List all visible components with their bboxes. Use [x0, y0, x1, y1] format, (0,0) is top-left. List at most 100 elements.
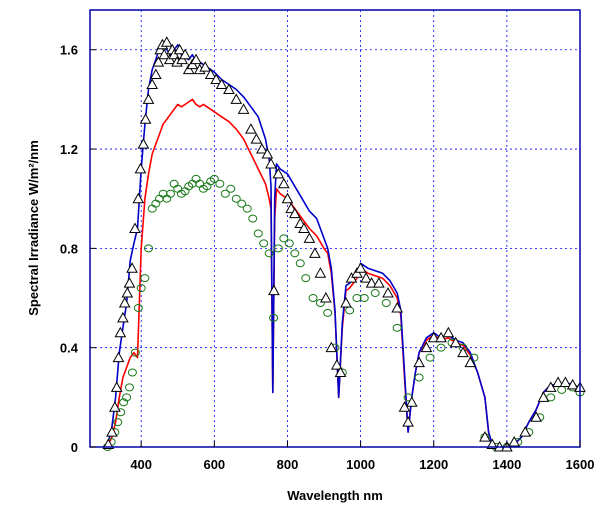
triangle-point — [230, 93, 243, 104]
circle-point — [295, 259, 305, 268]
circle-point — [151, 199, 161, 208]
series-line-red — [104, 98, 581, 448]
triangle-point — [123, 277, 136, 288]
circle-point — [242, 204, 252, 213]
triangle-point — [281, 192, 294, 204]
circle-point — [215, 179, 225, 188]
triangle-point — [413, 356, 425, 368]
triangle-point — [139, 113, 152, 124]
circle-point — [269, 313, 279, 322]
y-tick-label: 1.2 — [60, 142, 78, 157]
x-tick-label: 400 — [130, 457, 152, 472]
triangle-point — [137, 138, 150, 149]
circle-point — [130, 348, 140, 357]
y-tick-label: 1.6 — [60, 43, 78, 58]
circle-point — [127, 368, 137, 377]
triangle-point — [391, 301, 404, 313]
triangle-point — [559, 376, 572, 387]
triangle-point — [566, 378, 579, 390]
triangle-point — [272, 167, 285, 179]
circle-point — [136, 284, 146, 293]
triangle-point — [223, 83, 235, 94]
circle-point — [352, 294, 362, 303]
triangle-point — [420, 341, 433, 353]
circle-point — [414, 373, 424, 382]
circle-point — [116, 408, 126, 417]
triangle-point — [309, 247, 321, 258]
x-tick-label: 1400 — [492, 457, 521, 472]
circle-point — [140, 274, 150, 283]
circle-point — [162, 194, 172, 203]
triangle-point — [268, 284, 280, 296]
y-axis-title: Spectral Irradiance W/m²/nm — [26, 140, 41, 316]
circle-point — [345, 306, 355, 315]
triangle-point — [256, 143, 268, 154]
circle-point — [147, 204, 157, 213]
triangle-point — [360, 272, 372, 283]
circle-point — [359, 294, 369, 303]
triangle-point — [199, 61, 212, 72]
y-tick-label: 0.4 — [60, 341, 79, 356]
plot-frame — [89, 9, 581, 448]
x-tick-label: 1000 — [346, 457, 375, 472]
gridlines — [90, 10, 581, 447]
triangle-point — [405, 396, 418, 407]
triangle-point — [457, 346, 469, 358]
x-tick-label: 800 — [277, 457, 299, 472]
circle-point — [436, 343, 446, 352]
circle-point — [301, 274, 311, 283]
circle-point — [315, 298, 325, 307]
circle-point — [253, 229, 263, 238]
triangle-point — [382, 287, 394, 298]
triangle-point — [530, 411, 542, 422]
triangle-point — [132, 192, 145, 204]
triangle-point — [126, 262, 138, 273]
circle-point — [557, 385, 567, 394]
triangle-point — [277, 177, 290, 189]
circle-point — [259, 239, 269, 248]
circle-point — [124, 383, 134, 392]
triangle-point — [190, 53, 202, 65]
triangle-point — [121, 287, 134, 298]
circle-point — [133, 303, 143, 312]
series-line-blue — [103, 43, 581, 448]
triangle-point — [160, 36, 173, 47]
circle-point — [290, 249, 300, 258]
x-tick-label: 1600 — [566, 457, 595, 472]
triangle-point — [146, 78, 159, 89]
triangle-point — [320, 291, 332, 303]
circle-point — [158, 189, 168, 198]
triangle-point — [442, 326, 455, 338]
triangle-point — [250, 133, 263, 144]
triangle-point — [340, 296, 352, 308]
circle-point — [209, 174, 219, 183]
triangle-point — [508, 436, 521, 447]
triangle-point — [261, 147, 274, 159]
x-tick-label: 1200 — [419, 457, 448, 472]
triangle-point — [215, 78, 228, 89]
triangle-point — [449, 336, 462, 348]
triangle-point — [118, 296, 131, 308]
triangle-point — [298, 222, 310, 233]
triangle-point — [110, 381, 123, 392]
triangle-point — [303, 232, 316, 243]
triangle-point — [204, 68, 217, 80]
triangle-point — [552, 376, 564, 387]
triangle-point — [149, 68, 162, 80]
triangle-point — [354, 262, 367, 273]
triangle-point — [237, 103, 250, 114]
y-tick-label: 0 — [71, 440, 78, 455]
triangle-point — [519, 426, 531, 437]
series-layer — [102, 36, 586, 452]
circle-point — [264, 249, 274, 258]
triangle-point — [142, 93, 155, 104]
triangle-point — [479, 431, 491, 442]
circle-point — [122, 393, 132, 402]
triangle-point — [288, 207, 301, 219]
triangle-point — [365, 277, 378, 288]
triangle-point — [129, 222, 141, 233]
circle-point — [308, 294, 318, 303]
circle-point — [231, 194, 241, 203]
circle-point — [220, 189, 230, 198]
